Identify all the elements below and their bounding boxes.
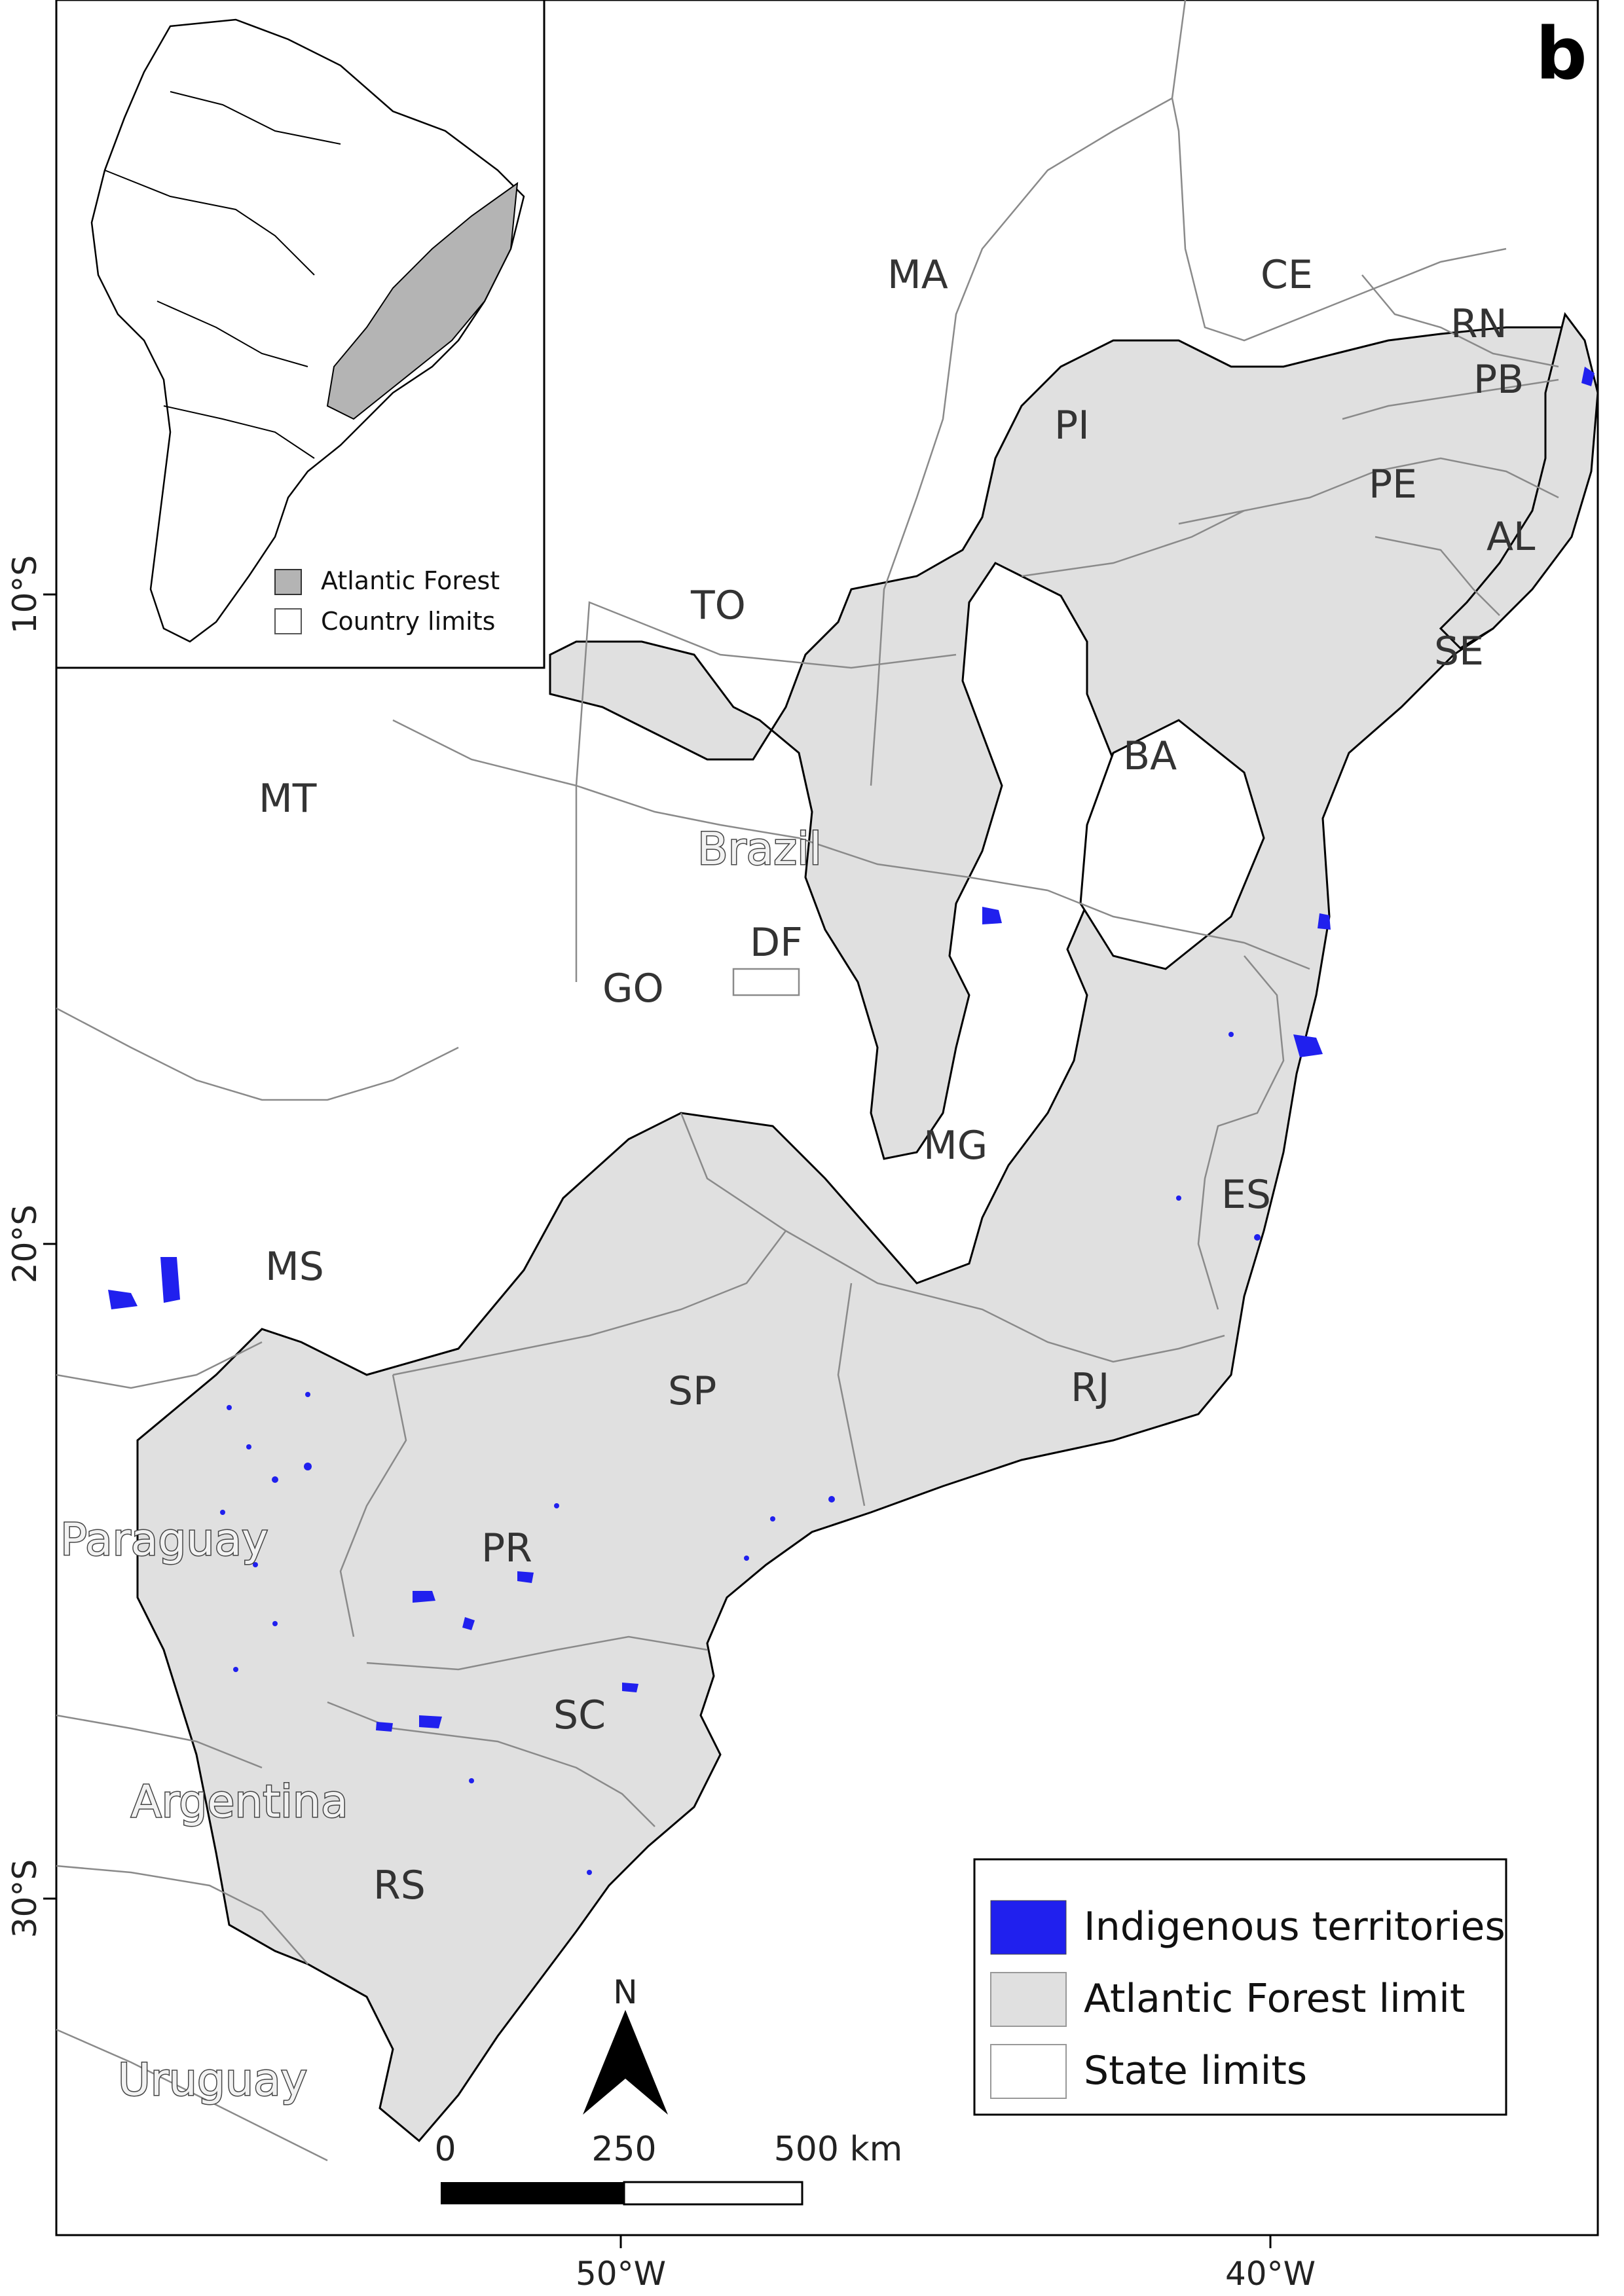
state-label-rj: RJ bbox=[1071, 1365, 1109, 1411]
lat-label-20s: 20°S bbox=[6, 1205, 44, 1283]
latitude-labels: 10°S 20°S 30°S bbox=[6, 555, 44, 1938]
legend-swatch-indigenous bbox=[990, 1900, 1067, 1955]
state-label-df: DF bbox=[750, 920, 803, 966]
state-label-pe: PE bbox=[1369, 462, 1417, 507]
longitude-labels: 50°W 40°W bbox=[576, 2255, 1316, 2293]
state-label-sp: SP bbox=[668, 1368, 716, 1414]
state-label-al: AL bbox=[1486, 514, 1536, 560]
country-label-paraguay: Paraguay bbox=[60, 1514, 268, 1566]
scale-bar: 0 250 500 km bbox=[434, 2130, 903, 2206]
panel-label: b bbox=[1536, 12, 1587, 96]
state-label-se: SE bbox=[1434, 629, 1484, 674]
atlantic-forest-ne-strip bbox=[1439, 312, 1599, 649]
legend-label-state: State limits bbox=[1084, 2048, 1307, 2094]
state-label-rs: RS bbox=[373, 1863, 426, 1908]
state-labels: MA CE RN PB PI PE AL TO SE BA MT GO DF M… bbox=[259, 252, 1536, 1908]
south-america-outline bbox=[90, 18, 525, 643]
state-label-go: GO bbox=[602, 966, 664, 1011]
state-label-es: ES bbox=[1221, 1172, 1271, 1218]
state-label-ce: CE bbox=[1261, 252, 1313, 298]
legend-label-indigenous: Indigenous territories bbox=[1084, 1904, 1505, 1950]
state-label-pi: PI bbox=[1054, 403, 1090, 448]
lon-label-50w: 50°W bbox=[576, 2255, 666, 2293]
legend: Indigenous territories Atlantic Forest l… bbox=[973, 1858, 1507, 2116]
scale-bar-black bbox=[441, 2182, 624, 2204]
state-label-rn: RN bbox=[1450, 301, 1507, 347]
legend-label-forest: Atlantic Forest limit bbox=[1084, 1976, 1465, 2022]
state-label-pb: PB bbox=[1473, 357, 1524, 403]
north-arrow-label: N bbox=[613, 1973, 637, 2011]
legend-swatch-state bbox=[990, 2044, 1067, 2099]
inset-country-lines bbox=[104, 91, 341, 459]
axis-ticks bbox=[43, 593, 1272, 2248]
indigenous-territories bbox=[108, 367, 1595, 1732]
state-label-ms: MS bbox=[265, 1244, 324, 1290]
state-label-ba: BA bbox=[1123, 733, 1177, 779]
inset-legend: Atlantic Forest Country limits bbox=[274, 566, 500, 636]
scale-bar-label-0: 0 bbox=[434, 2130, 456, 2169]
country-labels: Brazil Paraguay Argentina Uruguay bbox=[60, 823, 823, 2107]
inset-legend-label-country: Country limits bbox=[321, 607, 495, 636]
state-label-mt: MT bbox=[259, 776, 317, 822]
state-label-mg: MG bbox=[923, 1123, 987, 1169]
state-label-ma: MA bbox=[887, 252, 948, 298]
inset-atlantic-forest bbox=[326, 181, 519, 420]
country-label-uruguay: Uruguay bbox=[118, 2054, 307, 2106]
legend-swatch-forest bbox=[990, 1972, 1067, 2027]
country-label-argentina: Argentina bbox=[131, 1776, 348, 1828]
lon-label-40w: 40°W bbox=[1225, 2255, 1316, 2293]
inset-map: Atlantic Forest Country limits bbox=[55, 0, 545, 669]
inset-legend-label-forest: Atlantic Forest bbox=[321, 566, 500, 595]
indigenous-small-patches bbox=[220, 1032, 1261, 1875]
scale-bar-label-500: 500 km bbox=[774, 2130, 903, 2169]
scale-bar-label-250: 250 bbox=[591, 2130, 656, 2169]
inset-legend-swatch-country bbox=[274, 608, 302, 634]
inset-legend-swatch-forest bbox=[274, 569, 302, 595]
lat-label-30s: 30°S bbox=[6, 1859, 44, 1938]
scale-bar-white bbox=[623, 2181, 803, 2206]
country-label-brazil: Brazil bbox=[697, 824, 822, 875]
state-label-pr: PR bbox=[481, 1525, 532, 1571]
north-arrow-icon bbox=[583, 2010, 625, 2115]
state-label-sc: SC bbox=[553, 1692, 606, 1738]
north-arrow: N bbox=[583, 1973, 668, 2115]
forest-enclave bbox=[1079, 719, 1265, 970]
state-label-to: TO bbox=[690, 583, 746, 629]
lat-label-10s: 10°S bbox=[6, 555, 44, 634]
